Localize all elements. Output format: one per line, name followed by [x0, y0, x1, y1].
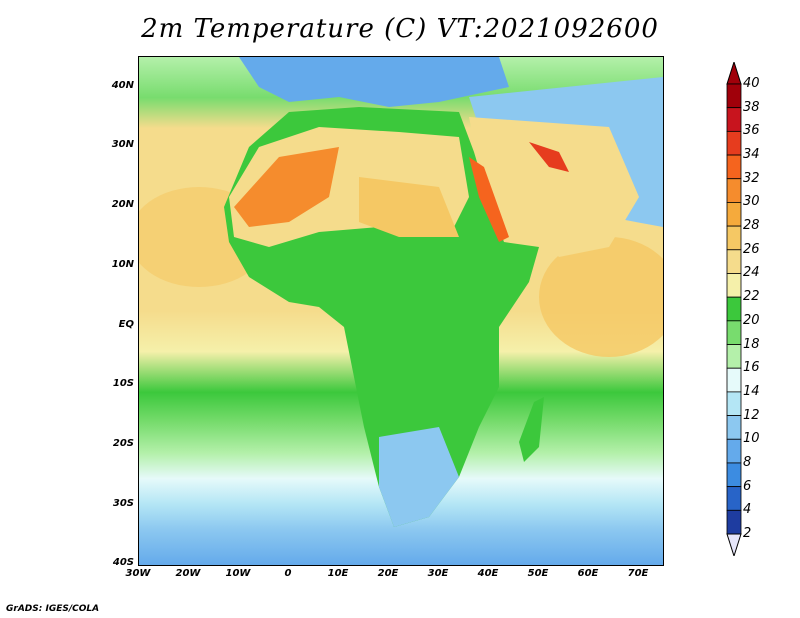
colorbar-level-label: 34 — [743, 147, 760, 163]
colorbar-level-label: 10 — [743, 431, 760, 447]
lat-tick-label: 40S — [112, 557, 134, 568]
colorbar-segment — [726, 225, 742, 251]
sudan-warm-region — [359, 177, 459, 237]
colorbar-level-label: 26 — [743, 241, 760, 257]
colorbar-level-label: 14 — [743, 383, 760, 399]
colorbar-segment — [726, 367, 742, 393]
colorbar-bottom-arrow — [726, 533, 742, 556]
colorbar-segment — [726, 391, 742, 416]
colorbar-level-label: 4 — [743, 502, 752, 518]
colorbar — [726, 62, 742, 556]
madagascar-land — [519, 397, 544, 462]
colorbar-segment — [726, 344, 742, 369]
colorbar-level-label: 8 — [743, 454, 752, 470]
temperature-map — [138, 56, 664, 566]
lon-tick-label: 60E — [577, 568, 599, 579]
lon-tick-label: 40E — [477, 568, 499, 579]
colorbar-segment — [726, 107, 742, 132]
colorbar-segment — [726, 249, 742, 274]
colorbar-segment — [726, 509, 742, 535]
map-title: 2m Temperature (C) VT:2021092600 — [141, 14, 659, 44]
colorbar-segment — [726, 154, 742, 180]
lon-tick-label: 30E — [427, 568, 449, 579]
colorbar-segment — [726, 320, 742, 345]
red-sea-hot — [469, 157, 509, 242]
indian-ocean-warm-patch — [539, 237, 663, 357]
southern-africa-cool — [379, 427, 459, 527]
colorbar-level-label: 40 — [743, 76, 760, 91]
colorbar-segment — [726, 296, 742, 322]
sahara-hot-core — [234, 147, 339, 227]
colorbar-segment — [726, 178, 742, 203]
lon-tick-label: 70E — [627, 568, 649, 579]
colorbar-segment — [726, 438, 742, 464]
lat-tick-label: 30S — [112, 498, 134, 509]
gulf-hot — [529, 142, 569, 172]
colorbar-level-label: 38 — [743, 99, 760, 115]
map-canvas — [139, 57, 663, 565]
colorbar-segment — [726, 130, 742, 156]
lon-tick-label: 30W — [125, 568, 151, 579]
credit-text: GrADS: IGES/COLA — [6, 604, 100, 614]
colorbar-level-label: 2 — [743, 526, 752, 541]
colorbar-segment — [726, 486, 742, 511]
lon-tick-label: 20E — [377, 568, 399, 579]
lat-tick-label: 40N — [111, 80, 134, 91]
colorbar-level-label: 18 — [743, 336, 760, 352]
colorbar-level-label: 22 — [743, 289, 760, 305]
colorbar-top-arrow — [726, 62, 742, 85]
lat-tick-label: 20N — [111, 199, 134, 210]
lat-tick-label: 10N — [111, 259, 134, 270]
colorbar-segment — [726, 415, 742, 440]
colorbar-segment — [726, 273, 742, 298]
lon-tick-label: 0 — [284, 568, 292, 579]
colorbar-level-label: 12 — [743, 407, 760, 423]
lon-tick-label: 50E — [527, 568, 549, 579]
lon-tick-label: 10E — [327, 568, 349, 579]
lon-tick-label: 10W — [225, 568, 251, 579]
colorbar-segment — [726, 202, 742, 227]
lon-tick-label: 20W — [175, 568, 201, 579]
colorbar-level-label: 32 — [743, 170, 760, 186]
colorbar-level-label: 24 — [743, 265, 760, 281]
arabia-land — [469, 117, 639, 257]
colorbar-segment — [726, 83, 742, 109]
lat-tick-label: 10S — [112, 378, 134, 389]
colorbar-level-label: 6 — [743, 478, 752, 494]
lat-tick-label: EQ — [118, 319, 134, 330]
colorbar-level-label: 36 — [743, 123, 760, 139]
lat-tick-label: 30N — [111, 139, 134, 150]
colorbar-level-label: 20 — [743, 312, 760, 328]
colorbar-level-label: 30 — [743, 194, 760, 210]
colorbar-segment — [726, 462, 742, 488]
europe-land — [239, 57, 509, 107]
colorbar-level-label: 16 — [743, 360, 760, 376]
colorbar-level-label: 28 — [743, 218, 760, 234]
lat-tick-label: 20S — [112, 438, 134, 449]
